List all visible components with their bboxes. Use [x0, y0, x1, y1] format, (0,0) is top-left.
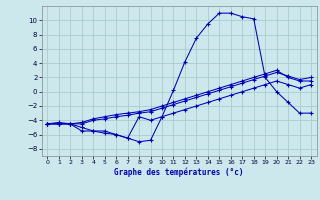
X-axis label: Graphe des températures (°c): Graphe des températures (°c): [115, 168, 244, 177]
